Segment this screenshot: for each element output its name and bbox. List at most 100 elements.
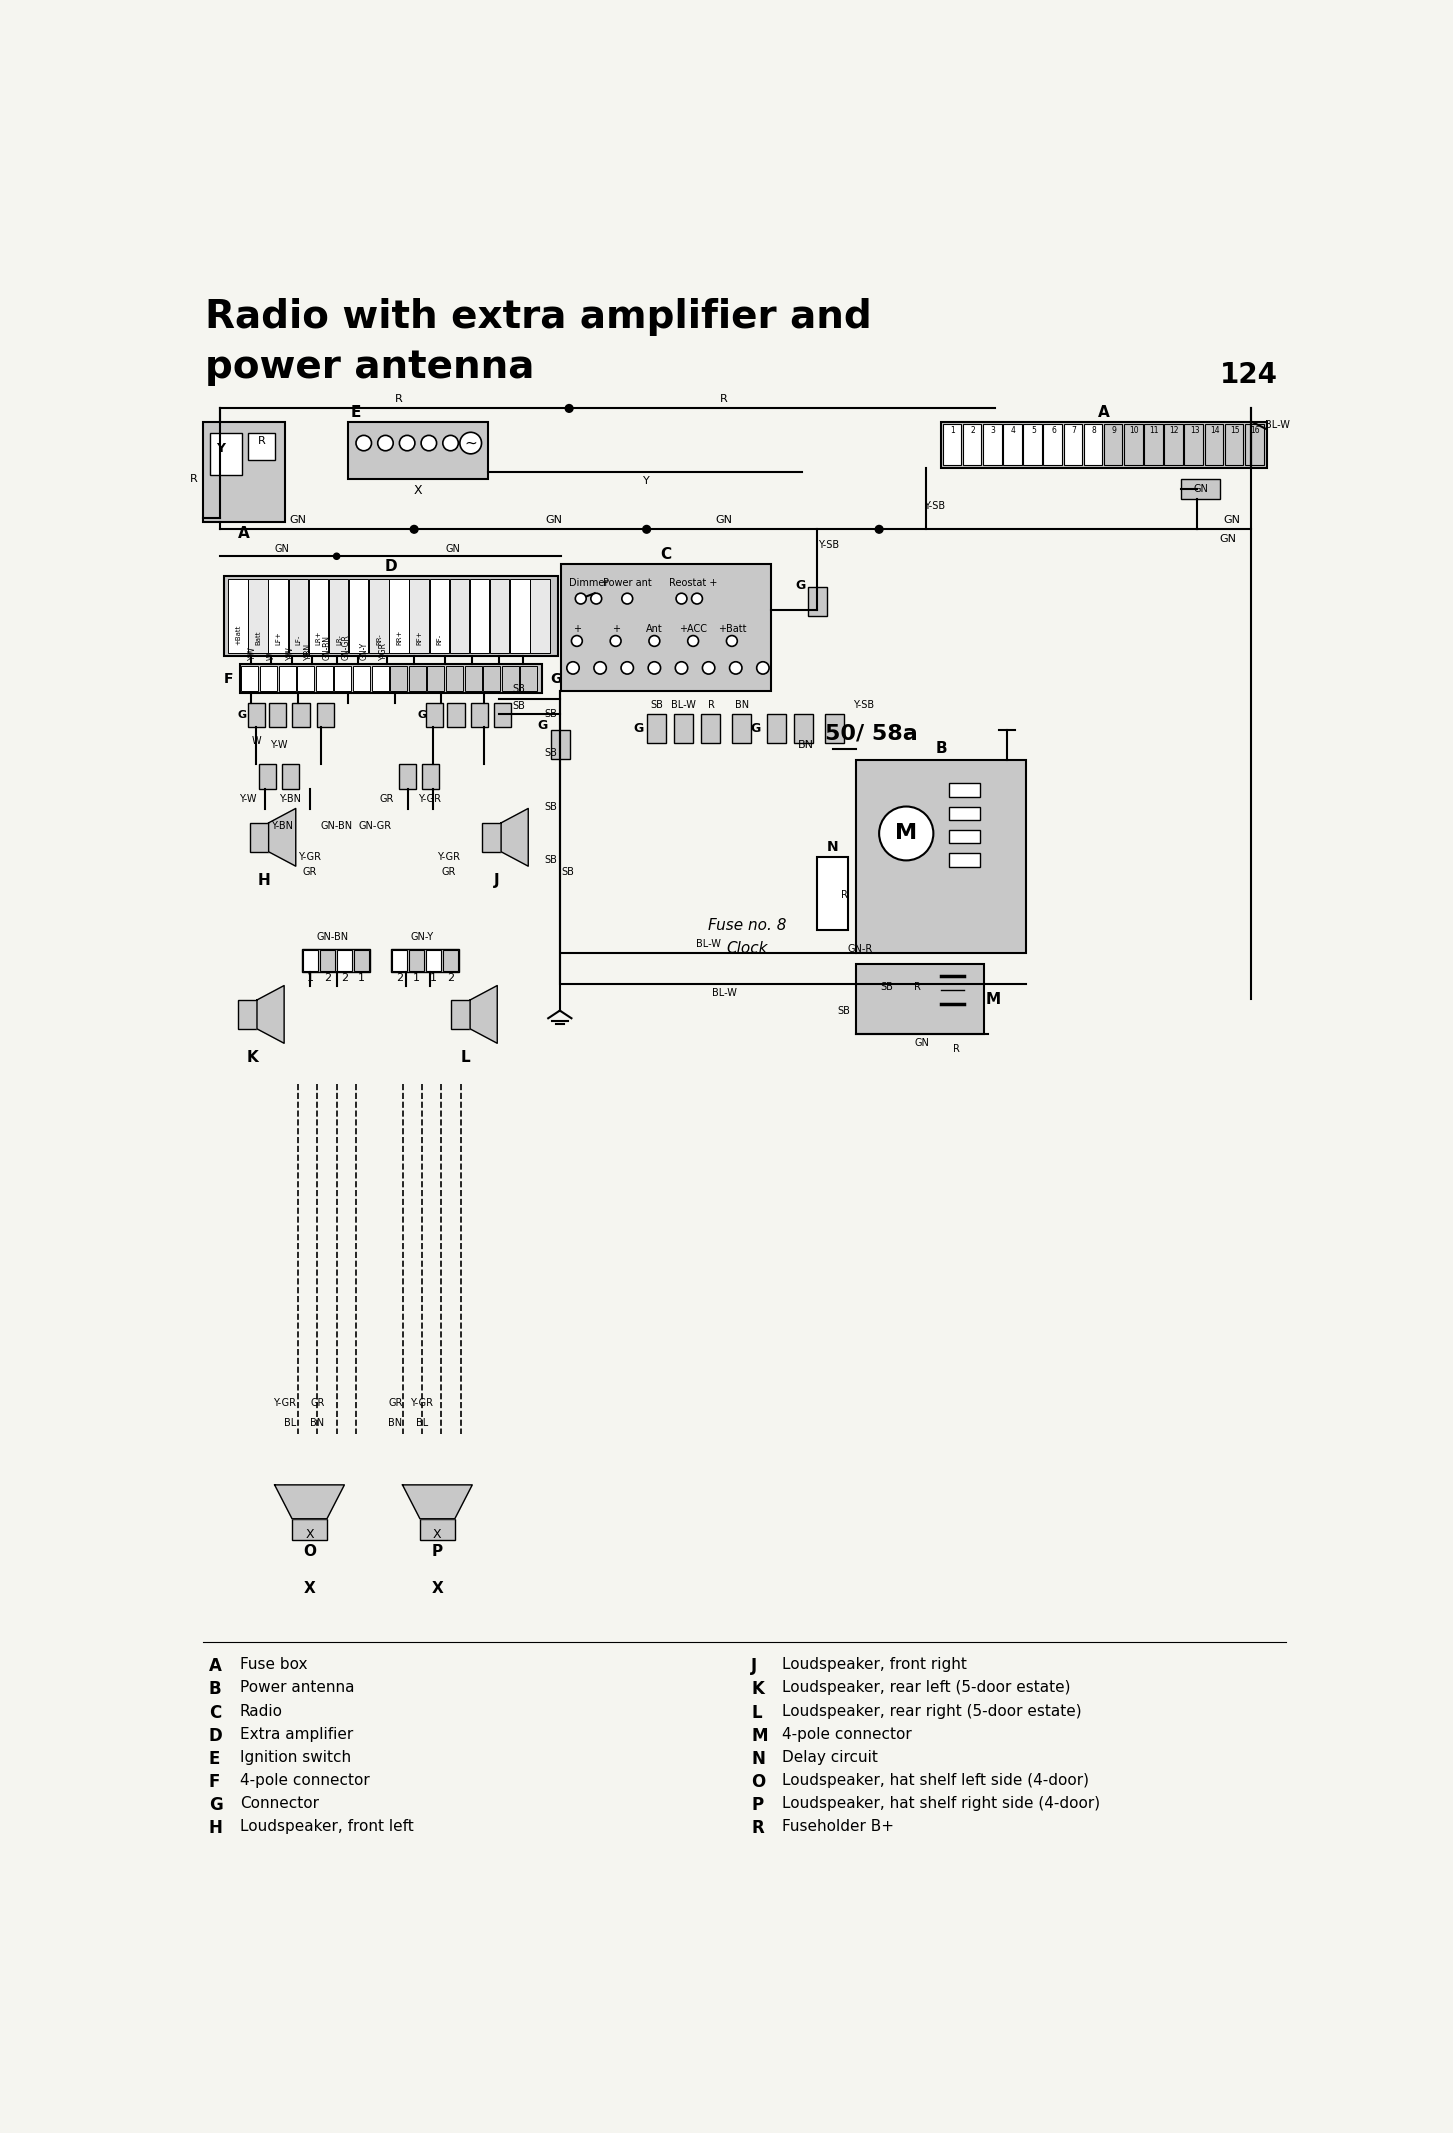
- Bar: [328, 580, 349, 653]
- Bar: [490, 580, 510, 653]
- Text: R: R: [257, 435, 266, 446]
- Text: Y-GR: Y-GR: [379, 642, 388, 661]
- Text: Power antenna: Power antenna: [240, 1681, 355, 1696]
- Bar: [984, 424, 1001, 465]
- Text: SB: SB: [561, 866, 574, 877]
- Text: O: O: [304, 1544, 315, 1559]
- Text: N: N: [827, 840, 838, 855]
- Bar: [1205, 424, 1223, 465]
- Text: Y-BN: Y-BN: [304, 642, 314, 661]
- Bar: [315, 665, 333, 691]
- Text: ~: ~: [465, 435, 477, 450]
- Text: SB: SB: [543, 855, 556, 866]
- Text: G: G: [551, 672, 562, 685]
- Text: SB: SB: [651, 700, 663, 710]
- Text: Fuse box: Fuse box: [240, 1657, 307, 1672]
- Bar: [410, 580, 429, 653]
- Bar: [1064, 424, 1082, 465]
- Text: LF-: LF-: [295, 634, 302, 644]
- Text: GN: GN: [275, 544, 289, 555]
- Bar: [317, 702, 334, 727]
- Text: SB: SB: [513, 685, 525, 695]
- Text: RR-: RR-: [376, 634, 382, 644]
- Text: 8: 8: [1091, 427, 1096, 435]
- Text: Y-GR: Y-GR: [410, 1399, 433, 1408]
- Text: GN: GN: [1193, 484, 1209, 493]
- Bar: [247, 702, 264, 727]
- Text: Clock: Clock: [726, 941, 769, 956]
- Text: N: N: [751, 1749, 766, 1768]
- Text: G: G: [417, 710, 426, 719]
- Text: 1: 1: [357, 973, 365, 983]
- Bar: [389, 665, 407, 691]
- Text: Extra amplifier: Extra amplifier: [240, 1726, 353, 1743]
- Text: Y-SB: Y-SB: [818, 540, 840, 550]
- Text: GR: GR: [309, 1399, 324, 1408]
- Text: BL: BL: [285, 1418, 296, 1427]
- Text: GN: GN: [1223, 514, 1241, 525]
- Text: Batt: Batt: [256, 631, 262, 644]
- Bar: [817, 857, 849, 930]
- Text: Y-GR: Y-GR: [418, 793, 442, 804]
- Text: G: G: [634, 723, 644, 736]
- Text: +: +: [572, 625, 581, 634]
- Circle shape: [410, 525, 418, 533]
- Text: 1: 1: [413, 973, 420, 983]
- Text: RR+: RR+: [397, 629, 402, 644]
- Polygon shape: [275, 1485, 344, 1519]
- Text: SB: SB: [543, 747, 556, 757]
- Bar: [943, 424, 962, 465]
- Text: Ant: Ant: [647, 625, 663, 634]
- Text: GN: GN: [545, 514, 562, 525]
- Text: GN-GR: GN-GR: [341, 634, 350, 661]
- Bar: [1164, 424, 1183, 465]
- Text: RF-: RF-: [437, 634, 443, 644]
- Text: 1: 1: [307, 973, 314, 983]
- Circle shape: [571, 636, 583, 646]
- Text: Y-GR: Y-GR: [437, 851, 461, 862]
- Text: 11: 11: [1149, 427, 1159, 435]
- Bar: [793, 715, 814, 744]
- Text: A: A: [1098, 405, 1110, 420]
- Circle shape: [443, 435, 458, 450]
- Bar: [520, 665, 538, 691]
- Bar: [408, 665, 426, 691]
- Circle shape: [726, 636, 737, 646]
- Text: LR-: LR-: [336, 634, 341, 644]
- Bar: [259, 764, 276, 789]
- Text: Loudspeaker, rear left (5-door estate): Loudspeaker, rear left (5-door estate): [782, 1681, 1071, 1696]
- Circle shape: [575, 593, 586, 604]
- Text: 50/ 58a: 50/ 58a: [825, 723, 918, 744]
- Text: E: E: [350, 405, 362, 420]
- Text: BL-W: BL-W: [671, 700, 696, 710]
- Text: R: R: [953, 1043, 960, 1054]
- Text: 4: 4: [1011, 427, 1016, 435]
- Bar: [430, 580, 449, 653]
- Bar: [949, 783, 979, 798]
- Circle shape: [610, 636, 620, 646]
- Circle shape: [642, 525, 651, 533]
- Text: Loudspeaker, front left: Loudspeaker, front left: [240, 1819, 414, 1834]
- Text: GN: GN: [446, 544, 461, 555]
- Text: GN-GR: GN-GR: [359, 821, 392, 830]
- Bar: [674, 715, 693, 744]
- Circle shape: [400, 435, 416, 450]
- Bar: [269, 702, 286, 727]
- Bar: [389, 580, 408, 653]
- Text: 5: 5: [1032, 427, 1036, 435]
- Bar: [369, 580, 388, 653]
- Text: Fuseholder B+: Fuseholder B+: [782, 1819, 894, 1834]
- Bar: [1003, 424, 1021, 465]
- Bar: [260, 665, 278, 691]
- Bar: [700, 715, 721, 744]
- Circle shape: [875, 525, 883, 533]
- Bar: [320, 949, 336, 971]
- Text: SB: SB: [543, 708, 556, 719]
- Bar: [1104, 424, 1123, 465]
- Text: GR: GR: [379, 793, 394, 804]
- Text: power antenna: power antenna: [205, 348, 535, 386]
- Bar: [228, 580, 247, 653]
- Bar: [1144, 424, 1162, 465]
- Bar: [482, 665, 500, 691]
- Text: Fuse no. 8: Fuse no. 8: [708, 919, 786, 934]
